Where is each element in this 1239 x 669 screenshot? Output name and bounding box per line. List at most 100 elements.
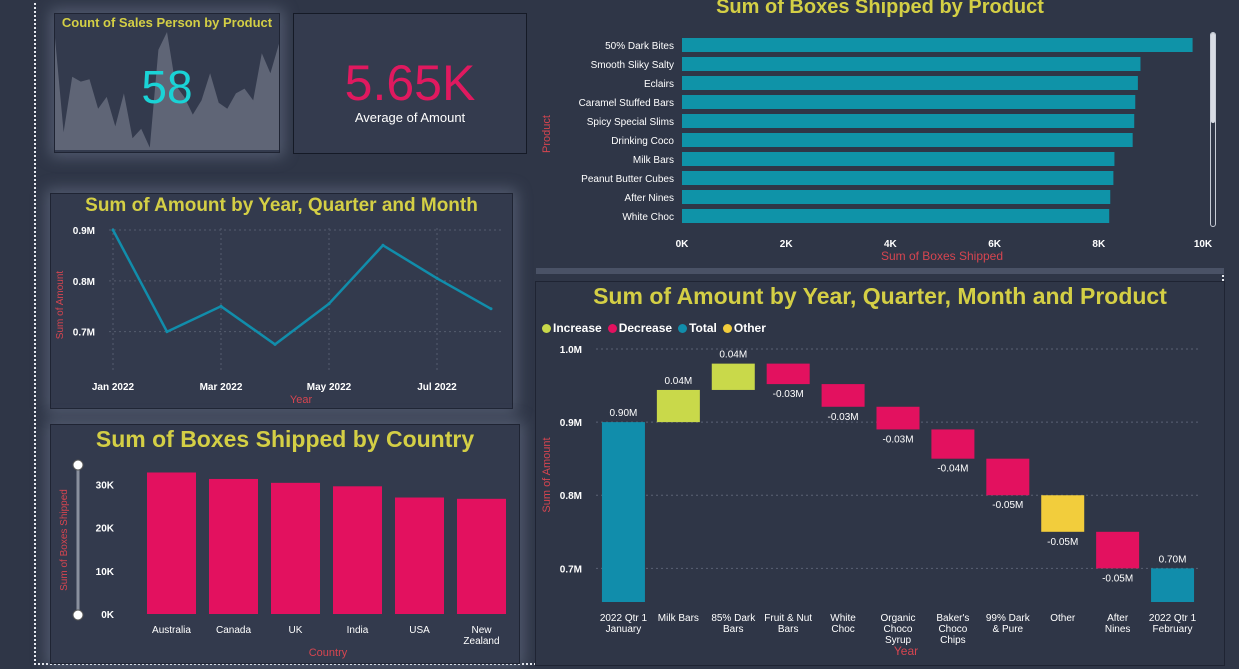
y-tick-label: 0.7M [560, 564, 582, 575]
chart-title: Sum of Boxes Shipped by Country [95, 426, 475, 452]
x-tick-label: 85% Dark [711, 613, 756, 624]
kpi-value: 58 [141, 61, 193, 113]
data-label: -0.03M [828, 412, 859, 423]
data-label: -0.03M [773, 389, 804, 400]
y-axis-title: Sum of Amount [541, 437, 553, 512]
range-slider-handle-bottom[interactable] [72, 609, 84, 621]
waterfall-bar [766, 363, 810, 385]
x-tick-label: 4K [884, 239, 898, 250]
bar [682, 190, 1111, 204]
waterfall-chart-card[interactable]: Sum of Amount by Year, Quarter, Month an… [535, 281, 1225, 666]
bar [682, 76, 1138, 90]
legend-item[interactable]: Decrease [607, 321, 672, 335]
legend-marker [607, 323, 617, 333]
kpi-card-sales-person[interactable]: Count of Sales Person by Product 58 [54, 13, 280, 153]
legend-item[interactable]: Total [678, 321, 717, 335]
data-label: 0.04M [664, 376, 692, 387]
x-tick-label: Mar 2022 [200, 382, 243, 393]
scrollbar-thumb[interactable] [1211, 33, 1215, 123]
data-point [219, 304, 223, 308]
x-tick-label: Baker's [936, 613, 969, 624]
bar [682, 171, 1114, 185]
category-label: Milk Bars [633, 155, 674, 166]
x-tick-label: 8K [1092, 239, 1106, 250]
x-axis-title: Year [290, 394, 313, 406]
x-tick-label: 6K [988, 239, 1002, 250]
bar [333, 486, 382, 614]
vertical-scrollbar[interactable] [1210, 32, 1216, 227]
x-tick-label: USA [409, 625, 430, 636]
waterfall-bar [986, 458, 1030, 496]
data-label: -0.05M [1102, 573, 1133, 584]
kpi-card-average-amount[interactable]: 5.65K Average of Amount [293, 13, 527, 154]
y-tick-label: 1.0M [560, 345, 582, 356]
waterfall-bar [711, 363, 755, 390]
x-tick-label: 2022 Qtr 1 [1149, 613, 1197, 624]
y-tick-label: 0.9M [560, 418, 582, 429]
x-tick-label: Choco [938, 624, 967, 635]
y-axis-title: Product [541, 115, 553, 153]
x-tick-label: January [606, 624, 642, 635]
bar [682, 95, 1136, 109]
bar [271, 482, 320, 614]
range-slider-handle-top[interactable] [72, 459, 84, 471]
section-divider [536, 268, 1224, 274]
x-tick-label: Fruit & Nut [764, 613, 812, 624]
category-label: Eclairs [644, 79, 674, 90]
bar [395, 497, 444, 614]
y-axis-title: Sum of Amount [55, 271, 66, 340]
waterfall-bar [1096, 531, 1140, 569]
x-tick-label: Bars [723, 624, 744, 635]
y-tick-label: 0K [101, 610, 115, 621]
x-tick-label: Zealand [463, 636, 499, 647]
waterfall-bar [1041, 495, 1085, 532]
x-tick-label: White [830, 613, 856, 624]
x-axis-title: Year [894, 644, 918, 658]
country-bar-chart-card[interactable]: Sum of Boxes Shipped by Country 0K 10K 20K… [50, 424, 520, 664]
legend-item[interactable]: Increase [542, 321, 602, 335]
x-tick-label: Nines [1105, 624, 1131, 635]
waterfall-bar [876, 406, 920, 430]
product-bar-chart-card[interactable]: Sum of Boxes Shipped by Product 50% Dark… [536, 0, 1224, 269]
data-point [273, 342, 277, 346]
x-tick-label: Milk Bars [658, 613, 699, 624]
x-tick-label: Bars [778, 624, 799, 635]
x-tick-label: Choc [831, 624, 854, 635]
x-tick-label: 99% Dark [986, 613, 1031, 624]
x-tick-label: & Pure [993, 624, 1024, 635]
data-label: -0.05M [1047, 537, 1078, 548]
data-label: 0.90M [610, 408, 638, 419]
x-tick-label: 0K [676, 239, 690, 250]
y-tick-label: 20K [96, 524, 115, 535]
category-label: 50% Dark Bites [605, 41, 674, 52]
product-bar-plot: 50% Dark Bites Smooth Sliky Salty Eclairs C… [541, 38, 1213, 263]
country-bar-plot: 0K 10K 20K 30K Australia Canada UK India USA NewZ… [59, 459, 506, 659]
chart-legend: Increase Decrease Total Other [542, 321, 766, 335]
data-point [165, 330, 169, 334]
y-tick-label: 10K [96, 567, 115, 578]
category-label: After Nines [625, 193, 674, 204]
bar [682, 114, 1135, 128]
waterfall-bar [931, 429, 975, 459]
data-label: -0.03M [882, 434, 913, 445]
x-axis-title: Sum of Boxes Shipped [881, 249, 1003, 263]
legend-marker [542, 323, 551, 333]
sparkline-area [55, 32, 279, 150]
bar [682, 133, 1133, 147]
data-point [435, 276, 439, 280]
x-axis-title: Country [309, 647, 348, 659]
bar [682, 209, 1110, 223]
x-tick-label: 2K [780, 239, 794, 250]
x-tick-label: February [1153, 624, 1193, 635]
category-label: White Choc [622, 212, 674, 223]
category-label: Spicy Special Slims [587, 117, 674, 128]
chart-title: Sum of Amount by Year, Quarter and Month [85, 195, 478, 216]
x-tick-label: 2022 Qtr 1 [600, 613, 648, 624]
legend-label: Other [733, 321, 766, 335]
line-chart-card[interactable]: Sum of Amount by Year, Quarter and Month… [50, 193, 513, 409]
legend-item[interactable]: Other [722, 321, 766, 335]
legend-label: Increase [553, 321, 602, 335]
x-tick-label: UK [289, 625, 303, 636]
y-tick-label: 0.7M [73, 328, 95, 339]
